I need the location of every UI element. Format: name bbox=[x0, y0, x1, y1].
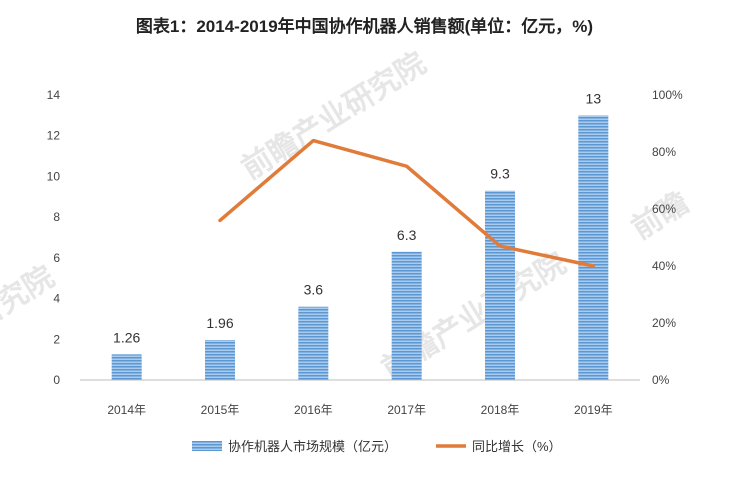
y-right-tick-label: 80% bbox=[652, 145, 676, 159]
legend-bar-swatch bbox=[192, 441, 222, 451]
y-left-tick-label: 0 bbox=[53, 373, 60, 387]
legend-bar-label: 协作机器人市场规模（亿元） bbox=[228, 439, 397, 454]
legend: 协作机器人市场规模（亿元） 同比增长（%） bbox=[192, 439, 562, 454]
bar-data-label: 6.3 bbox=[397, 227, 417, 243]
watermark-text: 研究院 bbox=[0, 259, 60, 336]
x-tick-label: 2017年 bbox=[387, 403, 426, 417]
x-tick-label: 2016年 bbox=[294, 403, 333, 417]
x-tick-label: 2014年 bbox=[107, 403, 146, 417]
x-tick-label: 2019年 bbox=[574, 403, 613, 417]
data-labels: 1.26 1.96 3.6 6.3 9.3 13 bbox=[113, 90, 601, 345]
y-left-tick-label: 8 bbox=[53, 210, 60, 224]
x-tick-label: 2018年 bbox=[481, 403, 520, 417]
line-series bbox=[218, 138, 596, 268]
bar-data-label: 1.96 bbox=[206, 315, 233, 331]
watermark-text: 前瞻 bbox=[626, 186, 694, 246]
bar-data-label: 3.6 bbox=[304, 282, 324, 298]
legend-line-label: 同比增长（%） bbox=[472, 439, 562, 454]
bar bbox=[298, 306, 329, 380]
y-left-tick-label: 2 bbox=[53, 332, 60, 346]
y-left-tick-label: 10 bbox=[47, 169, 61, 183]
y-right-tick-label: 0% bbox=[652, 373, 670, 387]
x-tick-label: 2015年 bbox=[201, 403, 240, 417]
y-right-tick-label: 100% bbox=[652, 88, 683, 102]
y-left-tick-label: 4 bbox=[53, 292, 60, 306]
growth-line bbox=[218, 138, 596, 268]
bar-data-label: 13 bbox=[586, 90, 602, 106]
bar-data-label: 9.3 bbox=[490, 166, 510, 182]
y-right-tick-label: 40% bbox=[652, 259, 676, 273]
bar bbox=[485, 190, 515, 380]
bar-data-label: 1.26 bbox=[113, 329, 140, 345]
bar bbox=[578, 115, 609, 380]
y-left-tick-label: 14 bbox=[47, 88, 61, 102]
bar bbox=[391, 251, 422, 380]
chart-title: 图表1：2014-2019年中国协作机器人销售额(单位：亿元，%) bbox=[135, 17, 594, 36]
y-right-tick-label: 20% bbox=[652, 316, 676, 330]
axes: 0 2 4 6 8 10 12 14 0% 20% 40% 60% 80% 100% 2014年 2015年 2… bbox=[47, 88, 683, 417]
bar bbox=[111, 354, 142, 380]
y-right-tick-label: 60% bbox=[652, 202, 676, 216]
y-left-tick-label: 12 bbox=[47, 129, 61, 143]
y-left-tick-label: 6 bbox=[53, 251, 60, 265]
bar bbox=[205, 340, 235, 380]
bar-series bbox=[111, 115, 609, 380]
